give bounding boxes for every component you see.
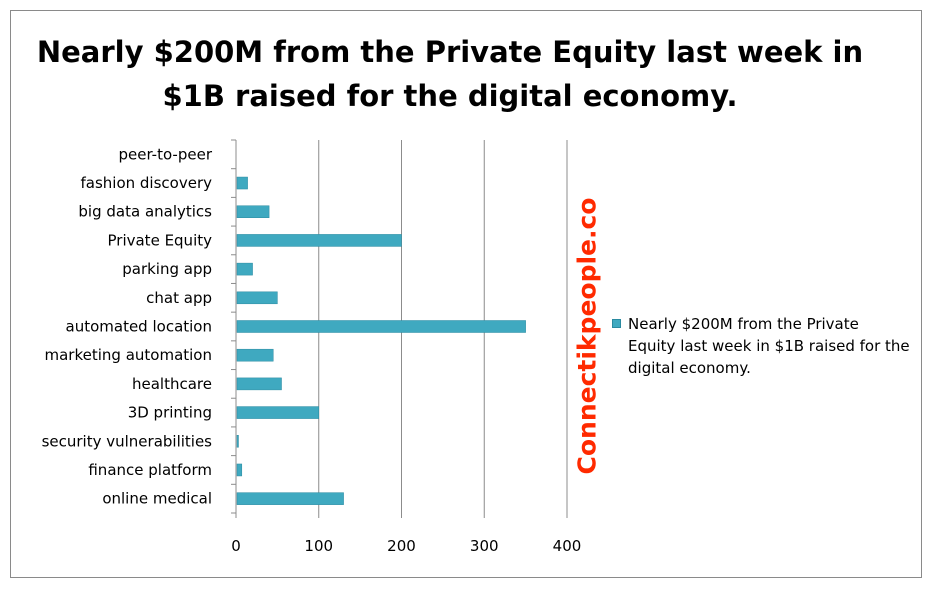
x-tick-label: 300 bbox=[470, 537, 499, 555]
x-tick-label: 0 bbox=[231, 537, 241, 555]
category-label: 3D printing bbox=[128, 404, 212, 422]
bar bbox=[236, 435, 239, 448]
bar bbox=[236, 176, 248, 190]
category-label: healthcare bbox=[132, 375, 212, 393]
category-label: Private Equity bbox=[108, 231, 213, 249]
category-label: online medical bbox=[102, 490, 212, 508]
category-label: chat app bbox=[146, 289, 212, 307]
bar bbox=[236, 262, 253, 276]
category-label: big data analytics bbox=[78, 203, 212, 221]
category-label: finance platform bbox=[88, 461, 212, 479]
bar bbox=[236, 320, 526, 333]
watermark-text: Connectikpeople.co bbox=[572, 197, 602, 475]
bar bbox=[236, 348, 274, 362]
x-tick-label: 200 bbox=[387, 537, 416, 555]
category-label: fashion discovery bbox=[81, 174, 213, 192]
legend-swatch bbox=[612, 319, 621, 328]
bar bbox=[236, 463, 243, 477]
category-label: marketing automation bbox=[45, 346, 213, 364]
bar bbox=[236, 406, 319, 419]
category-label: automated location bbox=[66, 318, 212, 336]
category-label: peer-to-peer bbox=[119, 145, 213, 163]
bar bbox=[236, 205, 270, 218]
bar bbox=[236, 291, 278, 305]
chart-title: Nearly $200M from the Private Equity las… bbox=[36, 35, 864, 113]
chart-frame bbox=[10, 10, 922, 578]
category-label: parking app bbox=[122, 260, 212, 278]
bar bbox=[236, 492, 344, 505]
x-tick-label: 400 bbox=[553, 537, 582, 555]
bar bbox=[236, 234, 402, 247]
x-tick-label: 100 bbox=[304, 537, 333, 555]
bar bbox=[236, 377, 282, 391]
legend-label: Nearly $200M from the Private Equity las… bbox=[628, 315, 910, 377]
category-label: security vulnerabilities bbox=[42, 432, 213, 450]
